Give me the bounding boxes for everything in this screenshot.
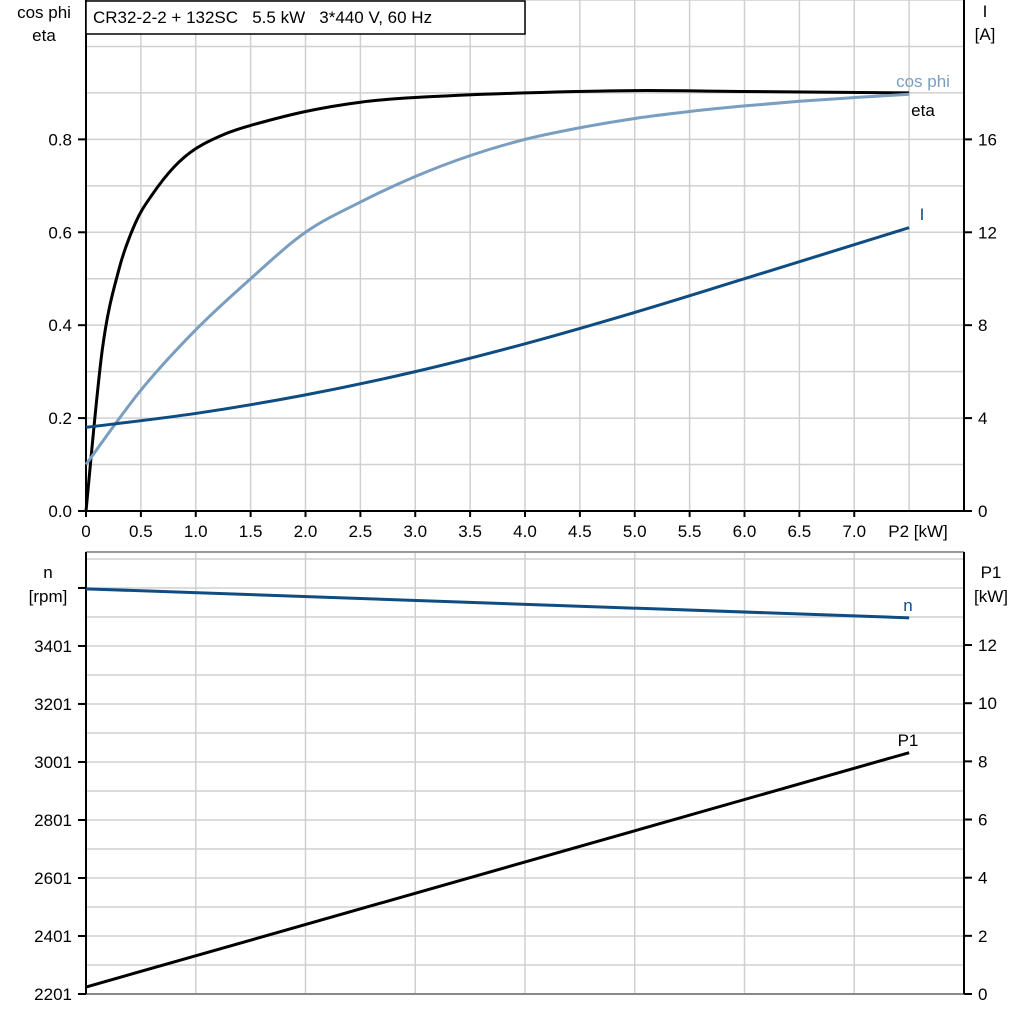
series-label-cos-phi: cos phi [896, 72, 950, 91]
series-label-p1: P1 [898, 731, 919, 750]
y-right-tick-label: 0 [978, 502, 987, 521]
x-tick-label: 5.5 [678, 522, 702, 541]
x-axis-label: P2 [kW] [888, 522, 948, 541]
bottom-right-axis-label-2: [kW] [974, 587, 1008, 606]
series-label-eta: eta [911, 101, 935, 120]
x-tick-label: 1.0 [184, 522, 208, 541]
x-tick-label: 6.5 [788, 522, 812, 541]
y-left-tick-label: 0.6 [48, 223, 72, 242]
x-tick-label: 5.0 [623, 522, 647, 541]
chart-title: CR32-2-2 + 132SC 5.5 kW 3*440 V, 60 Hz [93, 8, 432, 27]
top-left-axis-label-2: eta [32, 26, 56, 45]
y-right-tick-label: 2 [978, 927, 987, 946]
x-tick-label: 4.5 [568, 522, 592, 541]
y-left-tick-label: 2801 [34, 811, 72, 830]
y-right-tick-label: 6 [978, 811, 987, 830]
y-left-tick-label: 0.4 [48, 316, 72, 335]
y-left-tick-label: 0.2 [48, 409, 72, 428]
y-left-tick-label: 3401 [34, 637, 72, 656]
y-left-tick-label: 2401 [34, 927, 72, 946]
series-line-cos-phi [84, 92, 910, 466]
series-line-p1 [85, 751, 910, 989]
series-line-eta [84, 89, 910, 512]
top-grid [86, 0, 964, 511]
y-right-tick-label: 10 [978, 694, 997, 713]
y-left-tick-label: 2201 [34, 985, 72, 1004]
axes [78, 0, 972, 995]
y-left-tick-label: 2601 [34, 869, 72, 888]
bottom-left-axis-label-2: [rpm] [29, 587, 68, 606]
x-tick-label: 1.5 [239, 522, 263, 541]
bottom-left-axis-label-1: n [43, 563, 52, 582]
x-tick-label: 3.0 [403, 522, 427, 541]
curves [84, 89, 910, 989]
series-label-i: I [920, 205, 925, 224]
tick-labels: 0.0 0.2 0.4 0.6 0.8 0 4 8 12 16 0 0.5 1.0 1.5 2.0 2.5 3.… [34, 130, 997, 1004]
y-right-tick-label: 0 [978, 985, 987, 1004]
x-tick-label: 4.0 [513, 522, 537, 541]
top-right-axis-label-1: I [983, 2, 988, 21]
y-left-tick-label: 0.8 [48, 130, 72, 149]
x-tick-label: 3.5 [458, 522, 482, 541]
y-left-tick-label: 3201 [34, 695, 72, 714]
x-tick-label: 2.5 [349, 522, 373, 541]
y-right-tick-label: 8 [978, 752, 987, 771]
x-tick-label: 0 [81, 522, 90, 541]
bottom-grid [86, 551, 964, 995]
y-right-tick-label: 12 [978, 223, 997, 242]
y-right-tick-label: 12 [978, 636, 997, 655]
series-label-n: n [903, 596, 912, 615]
y-right-tick-label: 16 [978, 130, 997, 149]
y-right-tick-label: 8 [978, 316, 987, 335]
title-box [85, 0, 526, 35]
top-left-axis-label-1: cos phi [17, 3, 71, 22]
y-left-tick-label: 0.0 [48, 502, 72, 521]
y-left-tick-label: 3001 [34, 753, 72, 772]
x-tick-label: 7.0 [842, 522, 866, 541]
x-tick-label: 0.5 [129, 522, 153, 541]
y-right-tick-label: 4 [978, 869, 987, 888]
y-right-tick-label: 4 [978, 409, 987, 428]
series-line-n [85, 587, 910, 620]
x-tick-label: 6.0 [733, 522, 757, 541]
top-right-axis-label-2: [A] [975, 25, 996, 44]
series-line-i [85, 226, 910, 429]
x-tick-label: 2.0 [294, 522, 318, 541]
bottom-right-axis-label-1: P1 [981, 563, 1002, 582]
